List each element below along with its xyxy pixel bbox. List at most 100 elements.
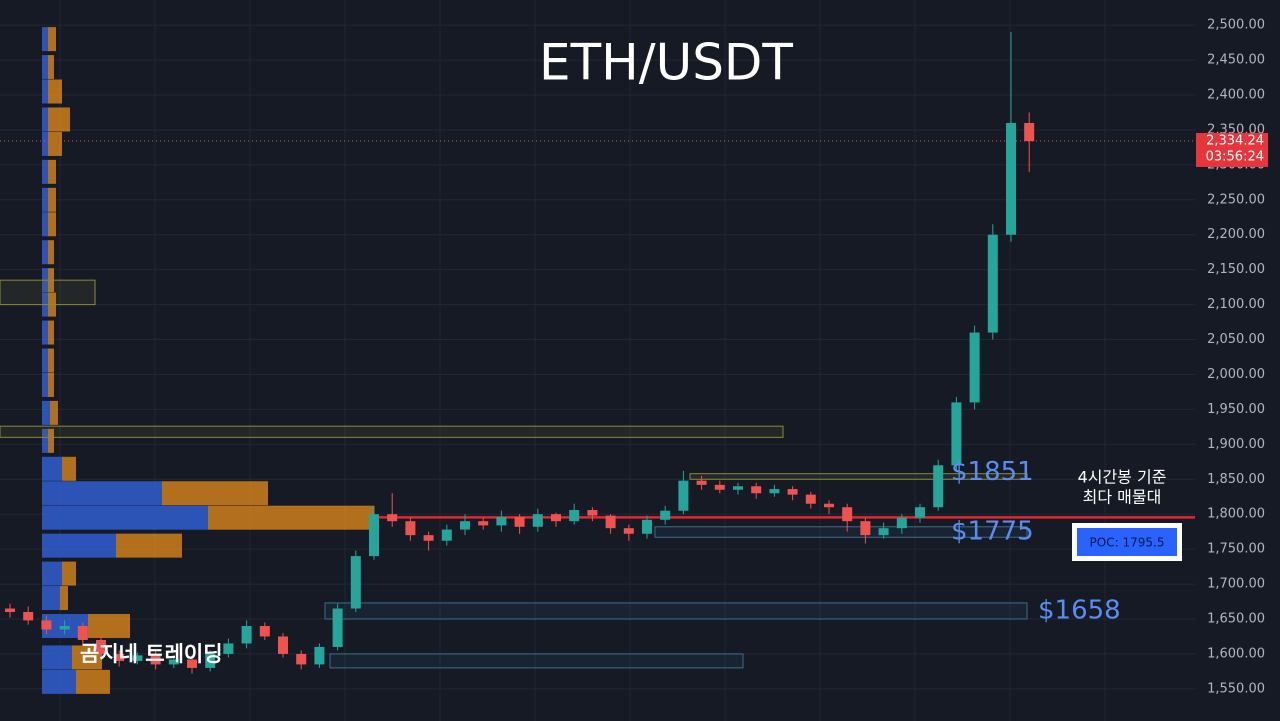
profile-buy (42, 240, 48, 265)
candle-body (387, 514, 398, 522)
y-tick-label: 2,450.00 (1207, 53, 1265, 68)
candle-body (423, 535, 434, 541)
candle-body (915, 507, 925, 518)
profile-buy (42, 645, 72, 670)
candle-body (514, 516, 525, 527)
candle-body (532, 514, 543, 527)
candle-body (787, 489, 798, 495)
candle-body (205, 653, 216, 668)
candle-body (223, 643, 234, 654)
profile-buy (42, 348, 48, 373)
candle-body (460, 521, 470, 530)
profile-buy (42, 428, 48, 453)
candle-body (551, 514, 561, 522)
y-tick-label: 1,950.00 (1207, 402, 1265, 417)
zone (689, 473, 1028, 480)
candle-body (150, 655, 161, 665)
poc-label: POC: 1795.5 (1090, 536, 1165, 550)
y-tick-label: 2,200.00 (1207, 227, 1265, 242)
candle-body (114, 653, 125, 661)
candle-body (241, 625, 252, 644)
candle-body (660, 510, 671, 520)
candle-body (933, 465, 944, 508)
profile-buy (42, 669, 76, 694)
y-tick-label: 2,400.00 (1207, 88, 1265, 103)
y-tick-label: 1,800.00 (1207, 507, 1265, 522)
y-tick-label: 1,900.00 (1207, 437, 1265, 452)
profile-buy (42, 372, 48, 397)
profile-sell (116, 533, 182, 558)
profile-sell (50, 400, 58, 425)
candle-body (733, 486, 743, 490)
candle-body (951, 402, 962, 466)
candle-body (751, 486, 762, 494)
candle-body (278, 636, 288, 654)
profile-buy (42, 107, 48, 132)
profile-sell (48, 27, 56, 52)
y-tick-label: 2,500.00 (1207, 18, 1265, 33)
candle-body (896, 517, 907, 529)
candle-body (23, 612, 34, 621)
candle-body (296, 653, 307, 665)
countdown: 03:56:24 (1206, 149, 1264, 164)
candle-body (842, 507, 853, 522)
candle-body (496, 516, 507, 526)
profile-sell (62, 456, 76, 481)
zone-label: $1851 (951, 457, 1034, 487)
profile-sell (48, 107, 70, 132)
candle-body (1006, 122, 1016, 235)
candle-body (605, 515, 616, 529)
candle-body (96, 639, 106, 654)
profile-sell (48, 428, 54, 453)
profile-buy (42, 55, 48, 80)
watermark: 곰지네 트레이딩 (80, 642, 223, 666)
zone (329, 653, 744, 669)
zone-label: $1775 (951, 517, 1034, 547)
candle-body (59, 625, 70, 630)
profile-sell (48, 187, 56, 212)
profile-sell (48, 348, 54, 373)
zone (324, 602, 1028, 620)
y-tick-label: 1,850.00 (1207, 472, 1265, 487)
candle-body (5, 608, 15, 613)
profile-buy (42, 481, 162, 506)
candle-body (987, 234, 998, 333)
chart-title: ETH/USDT (539, 34, 793, 92)
profile-sell (48, 212, 56, 237)
candle-body (860, 521, 871, 536)
candle-body (350, 556, 361, 609)
profile-buy (42, 456, 62, 481)
profile-sell (48, 159, 56, 184)
price-tag (1196, 132, 1268, 167)
y-tick-label: 2,150.00 (1207, 262, 1265, 277)
profile-buy (42, 27, 48, 52)
profile-sell (48, 131, 62, 156)
zone (0, 279, 96, 306)
candle-body (332, 608, 343, 647)
zone (0, 425, 784, 438)
candle-body (824, 503, 834, 508)
poc-box (1077, 528, 1177, 556)
y-tick-label: 1,750.00 (1207, 542, 1265, 557)
profile-sell (162, 481, 268, 506)
y-tick-label: 1,650.00 (1207, 611, 1265, 626)
profile-buy (42, 400, 50, 425)
profile-sell (88, 613, 130, 638)
y-tick-label: 1,700.00 (1207, 577, 1265, 592)
profile-buy (42, 187, 48, 212)
zone-label: $1658 (1038, 595, 1121, 625)
candle-body (405, 521, 416, 536)
candle-body (878, 528, 889, 536)
profile-sell (60, 586, 68, 611)
candle-body (1024, 122, 1035, 142)
candle-body (642, 519, 652, 534)
candle-body (259, 625, 270, 637)
profile-buy (42, 561, 62, 586)
candle-body (41, 620, 52, 630)
profile-buy (42, 159, 48, 184)
profile-sell (48, 320, 54, 345)
y-tick-label: 2,250.00 (1207, 192, 1265, 207)
profile-sell (76, 669, 110, 694)
